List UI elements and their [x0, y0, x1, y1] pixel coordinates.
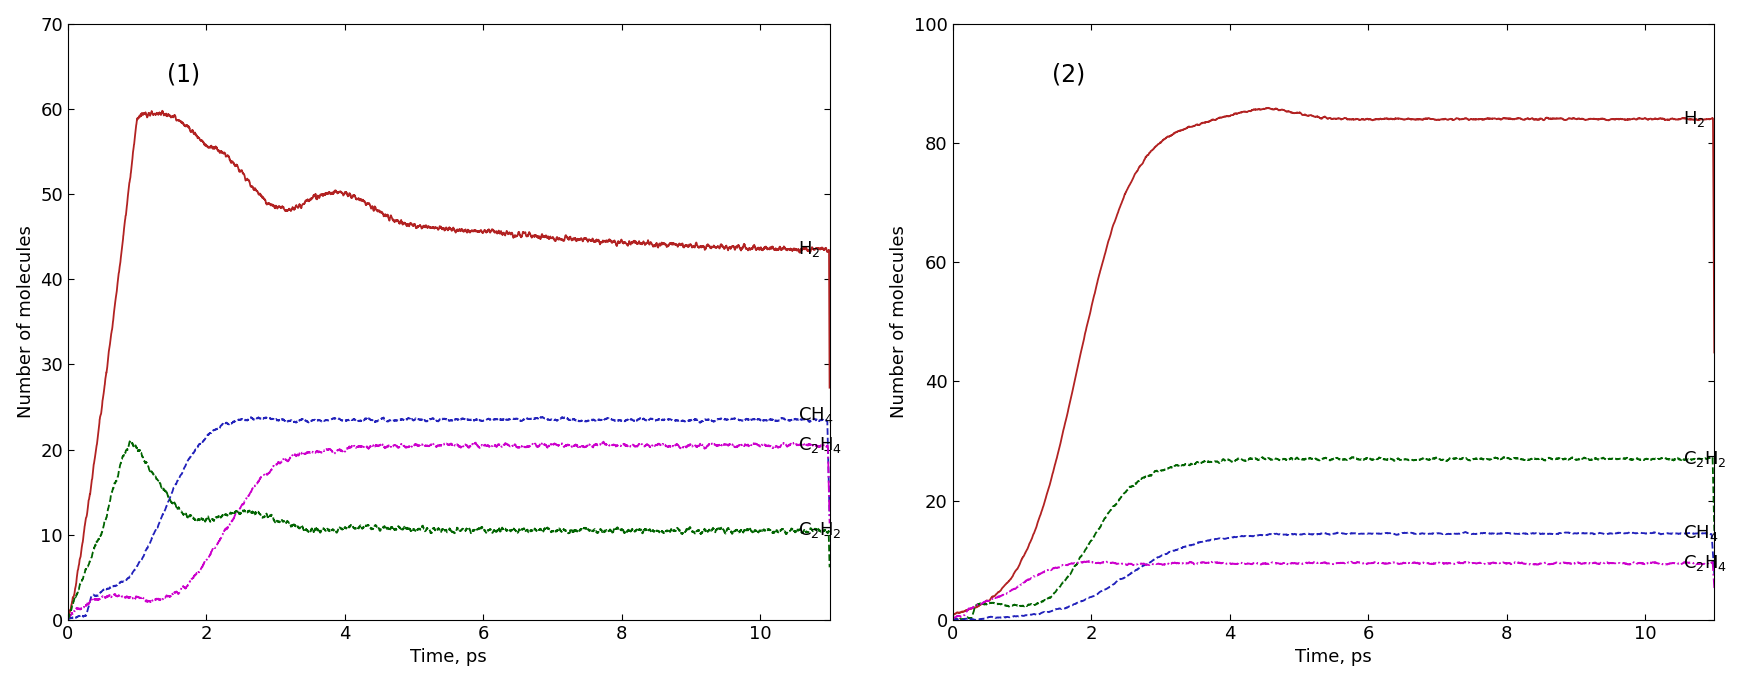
- Text: H$_2$: H$_2$: [1684, 109, 1706, 129]
- Text: (1): (1): [166, 62, 200, 87]
- Text: CH$_4$: CH$_4$: [1684, 523, 1718, 544]
- Text: H$_2$: H$_2$: [798, 239, 821, 260]
- X-axis label: Time, ps: Time, ps: [1295, 648, 1372, 667]
- Text: C$_2$H$_2$: C$_2$H$_2$: [1684, 449, 1727, 469]
- Text: C$_2$H$_2$: C$_2$H$_2$: [798, 520, 842, 540]
- Y-axis label: Number of molecules: Number of molecules: [891, 225, 908, 418]
- Text: C$_2$H$_4$: C$_2$H$_4$: [798, 435, 844, 456]
- Text: C$_2$H$_4$: C$_2$H$_4$: [1684, 553, 1727, 573]
- Text: CH$_4$: CH$_4$: [798, 406, 835, 426]
- X-axis label: Time, ps: Time, ps: [410, 648, 486, 667]
- Y-axis label: Number of molecules: Number of molecules: [18, 225, 35, 418]
- Text: (2): (2): [1052, 62, 1085, 87]
